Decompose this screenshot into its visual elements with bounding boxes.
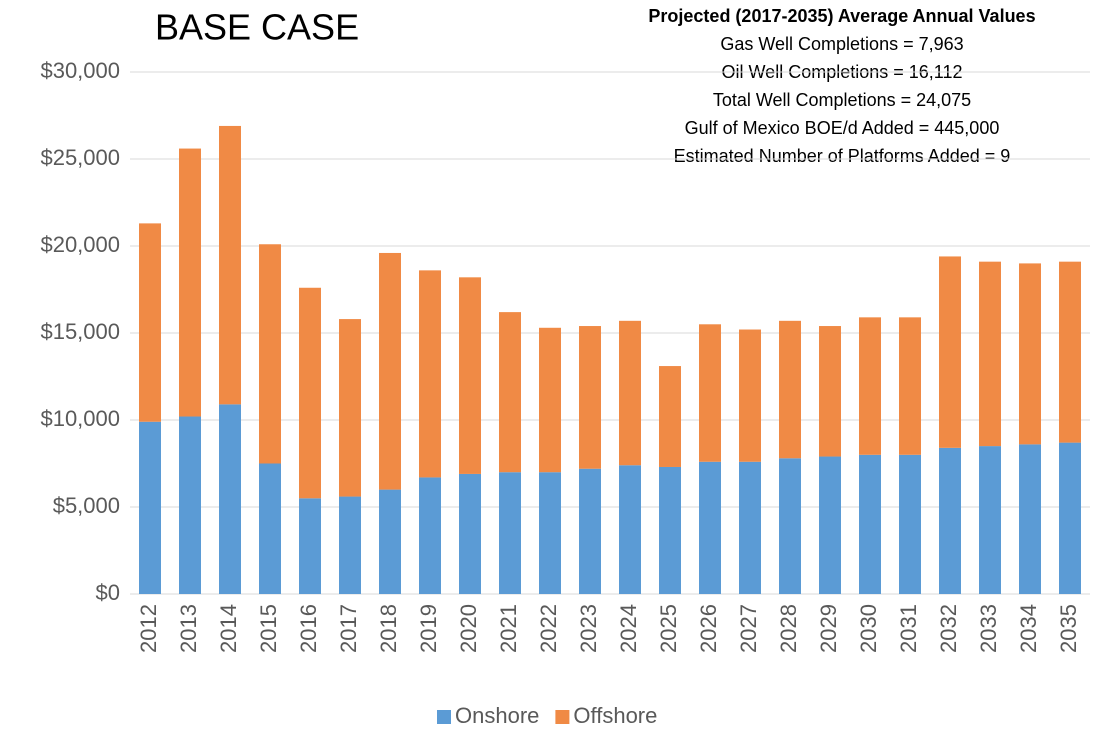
bar-segment — [579, 468, 601, 594]
bar-segment — [459, 277, 481, 474]
bar-segment — [779, 320, 801, 459]
bar-segment — [459, 473, 481, 594]
bar-segment — [1019, 444, 1041, 594]
x-tick-label: 2035 — [1056, 604, 1081, 653]
bar-segment — [539, 472, 561, 594]
annotation-line: Gas Well Completions = 7,963 — [720, 34, 963, 54]
x-tick-label: 2022 — [536, 604, 561, 653]
bar-segment — [699, 324, 721, 462]
legend-swatch — [437, 710, 451, 724]
bar-segment — [339, 496, 361, 594]
y-tick-label: $20,000 — [40, 232, 120, 257]
bar-segment — [339, 319, 361, 497]
x-tick-label: 2027 — [736, 604, 761, 653]
bar-segment — [899, 317, 921, 455]
x-tick-label: 2034 — [1016, 604, 1041, 653]
bar-segment — [299, 287, 321, 499]
bar-segment — [379, 252, 401, 490]
x-tick-label: 2025 — [656, 604, 681, 653]
bar-segment — [539, 327, 561, 473]
x-tick-label: 2032 — [936, 604, 961, 653]
y-tick-label: $30,000 — [40, 58, 120, 83]
annotation-line: Gulf of Mexico BOE/d Added = 445,000 — [685, 118, 1000, 138]
x-tick-label: 2020 — [456, 604, 481, 653]
legend-label: Onshore — [455, 703, 539, 728]
bar-segment — [299, 498, 321, 594]
bar-segment — [979, 261, 1001, 447]
x-tick-label: 2021 — [496, 604, 521, 653]
x-tick-label: 2016 — [296, 604, 321, 653]
y-tick-label: $10,000 — [40, 406, 120, 431]
x-tick-label: 2015 — [256, 604, 281, 653]
bar-segment — [1019, 263, 1041, 445]
bar-segment — [1059, 442, 1081, 594]
y-tick-label: $15,000 — [40, 319, 120, 344]
bar-segment — [619, 465, 641, 594]
bar-segment — [619, 320, 641, 466]
bar-segment — [939, 256, 961, 448]
bar-segment — [979, 446, 1001, 594]
x-tick-label: 2024 — [616, 604, 641, 653]
x-tick-label: 2028 — [776, 604, 801, 653]
bar-segment — [819, 326, 841, 457]
x-tick-label: 2033 — [976, 604, 1001, 653]
bar-segment — [379, 489, 401, 594]
x-tick-label: 2031 — [896, 604, 921, 653]
y-tick-label: $25,000 — [40, 145, 120, 170]
y-tick-label: $0 — [96, 580, 120, 605]
bar-segment — [419, 270, 441, 478]
bar-segment — [859, 454, 881, 594]
bar-segment — [939, 447, 961, 594]
bar-segment — [219, 125, 241, 405]
x-tick-label: 2013 — [176, 604, 201, 653]
annotation-line: Total Well Completions = 24,075 — [713, 90, 971, 110]
annotation-line: Estimated Number of Platforms Added = 9 — [674, 146, 1011, 166]
annotation-heading: Projected (2017-2035) Average Annual Val… — [648, 6, 1035, 26]
x-tick-label: 2023 — [576, 604, 601, 653]
x-tick-label: 2012 — [136, 604, 161, 653]
bar-segment — [859, 317, 881, 455]
chart-title: BASE CASE — [155, 7, 359, 48]
bar-segment — [139, 223, 161, 422]
bar-segment — [819, 456, 841, 594]
x-tick-label: 2030 — [856, 604, 881, 653]
x-tick-label: 2029 — [816, 604, 841, 653]
x-tick-label: 2026 — [696, 604, 721, 653]
x-tick-label: 2018 — [376, 604, 401, 653]
bar-segment — [699, 461, 721, 594]
bar-segment — [219, 404, 241, 594]
bar-segment — [659, 366, 681, 467]
bar-segment — [179, 416, 201, 594]
bar-segment — [139, 421, 161, 594]
x-tick-label: 2017 — [336, 604, 361, 653]
bar-segment — [499, 472, 521, 594]
bar-segment — [1059, 261, 1081, 443]
bar-segment — [779, 458, 801, 594]
x-tick-label: 2014 — [216, 604, 241, 653]
legend-label: Offshore — [573, 703, 657, 728]
bar-segment — [499, 312, 521, 473]
x-tick-label: 2019 — [416, 604, 441, 653]
bar-segment — [899, 454, 921, 594]
bar-segment — [579, 326, 601, 469]
bar-segment — [259, 244, 281, 464]
bar-segment — [739, 329, 761, 462]
bar-segment — [659, 466, 681, 594]
y-tick-label: $5,000 — [53, 493, 120, 518]
bar-segment — [419, 477, 441, 594]
bar-segment — [259, 463, 281, 594]
bar-segment — [179, 148, 201, 417]
legend-swatch — [555, 710, 570, 724]
bar-segment — [739, 461, 761, 594]
